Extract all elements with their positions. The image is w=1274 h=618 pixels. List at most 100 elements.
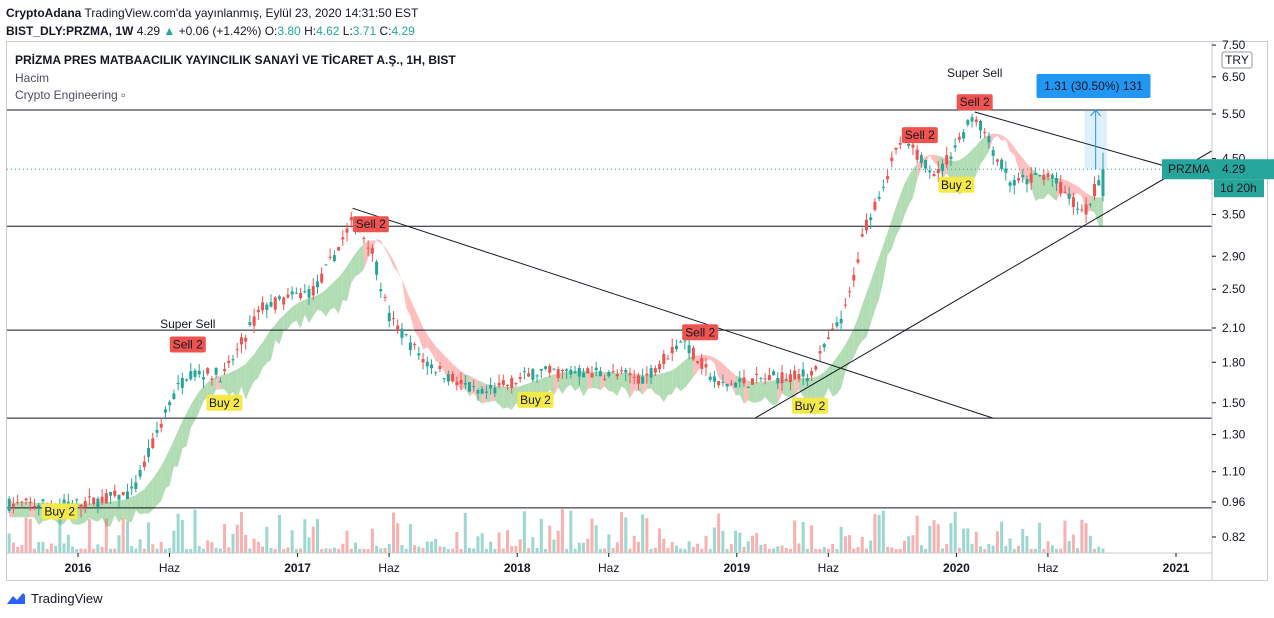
volume-bar xyxy=(1080,519,1084,553)
volume-bar xyxy=(413,545,417,553)
volume-bar xyxy=(848,535,852,553)
price-tag-value: 4.29 xyxy=(1222,162,1246,176)
volume-bar xyxy=(869,540,873,553)
cloud-segment xyxy=(760,381,766,402)
volume-bar xyxy=(113,548,117,553)
candle-body xyxy=(818,351,822,354)
volume-bar xyxy=(932,520,936,553)
volume-bar xyxy=(902,540,906,553)
cloud-segment xyxy=(161,457,166,502)
cloud-segment xyxy=(972,145,977,184)
volume-bar xyxy=(1076,548,1080,553)
candle-body xyxy=(978,120,982,131)
cloud-segment xyxy=(461,371,466,391)
cloud-segment xyxy=(389,253,394,267)
volume-bar xyxy=(776,546,780,553)
volume-bar xyxy=(147,522,151,553)
cloud-segment xyxy=(313,295,318,317)
candle-body xyxy=(1008,182,1012,186)
volume-bar xyxy=(556,530,560,553)
volume-bar xyxy=(742,546,746,553)
candle-body xyxy=(303,291,307,293)
candle-body xyxy=(404,334,408,336)
candle-body xyxy=(501,380,505,385)
cloud-segment xyxy=(710,356,715,364)
candle-body xyxy=(493,387,497,394)
publish-info: CryptoAdana TradingView.com'da yayınlanm… xyxy=(6,6,418,20)
volume-bar xyxy=(725,549,729,553)
cloud-segment xyxy=(427,334,432,353)
candle-body xyxy=(180,377,184,388)
candle-body xyxy=(227,360,231,363)
volume-bar xyxy=(615,542,619,553)
volume-bar xyxy=(408,524,412,553)
candle-body xyxy=(573,371,577,374)
volume-bar xyxy=(919,545,923,553)
candle-body xyxy=(104,493,108,504)
candle-body xyxy=(429,364,433,369)
volume-bar xyxy=(1042,548,1046,553)
volume-bar xyxy=(20,544,24,553)
volume-bar xyxy=(311,526,315,553)
cloud-segment xyxy=(845,337,850,373)
volume-bar xyxy=(159,541,163,553)
volume-bar xyxy=(915,515,919,553)
cloud-segment xyxy=(249,354,255,390)
cloud-segment xyxy=(207,379,212,398)
candle-body xyxy=(83,501,87,508)
candle-body xyxy=(400,328,404,338)
cloud-segment xyxy=(473,378,478,401)
volume-bar xyxy=(797,543,801,553)
cloud-segment xyxy=(292,304,297,324)
candle-body xyxy=(451,374,455,382)
indicator-settings-icon[interactable]: ▫ xyxy=(121,88,126,102)
volume-bar xyxy=(835,548,839,553)
volume-bar xyxy=(970,543,974,553)
candle-body xyxy=(438,365,442,369)
volume-bar xyxy=(628,548,632,553)
candle-body xyxy=(527,373,531,377)
volume-bar xyxy=(1029,548,1033,553)
candle-body xyxy=(658,363,662,370)
signal-labels: Buy 2 Super Sell Sell 2 Buy 2 Sell 2 Buy 2 Sel… xyxy=(41,66,1002,520)
candle-body xyxy=(835,322,839,327)
cloud-segment xyxy=(858,304,863,348)
candle-body xyxy=(100,496,104,503)
candle-body xyxy=(831,328,835,330)
candle-body xyxy=(244,337,248,342)
cloud-segment xyxy=(663,371,668,403)
cloud-segment xyxy=(482,381,487,404)
candle-body xyxy=(839,318,843,324)
cloud-segment xyxy=(739,377,745,404)
super-sell-label: Super Sell xyxy=(160,317,215,331)
volume-bar xyxy=(379,548,383,553)
cloud-segment xyxy=(1077,186,1082,197)
cloud-segment xyxy=(216,375,221,390)
candle-body xyxy=(130,486,134,489)
volume-bar xyxy=(446,548,450,553)
cloud-segment xyxy=(820,371,825,399)
candle-body xyxy=(96,498,100,507)
volume-bar xyxy=(58,519,62,553)
cloud-segment xyxy=(566,371,571,388)
candle-body xyxy=(759,377,763,379)
volume-bar xyxy=(303,519,307,553)
cloud-segment xyxy=(190,397,196,428)
volume-bar xyxy=(704,535,708,553)
volume-bar xyxy=(261,546,265,553)
cloud-segment xyxy=(879,244,884,300)
candle-body xyxy=(223,369,227,371)
volume-bar xyxy=(1012,548,1016,553)
volume-bar xyxy=(193,509,197,553)
volume-bar xyxy=(1101,548,1105,553)
candle-body xyxy=(552,368,556,370)
candle-body xyxy=(949,156,953,160)
price-tick-label: 5.50 xyxy=(1222,107,1246,121)
candle-body xyxy=(151,438,155,448)
cloud-segment xyxy=(21,501,27,518)
volume-bar xyxy=(37,542,41,553)
candle-body xyxy=(598,370,602,377)
cloud-segment xyxy=(410,299,415,332)
candle-body xyxy=(704,364,708,368)
